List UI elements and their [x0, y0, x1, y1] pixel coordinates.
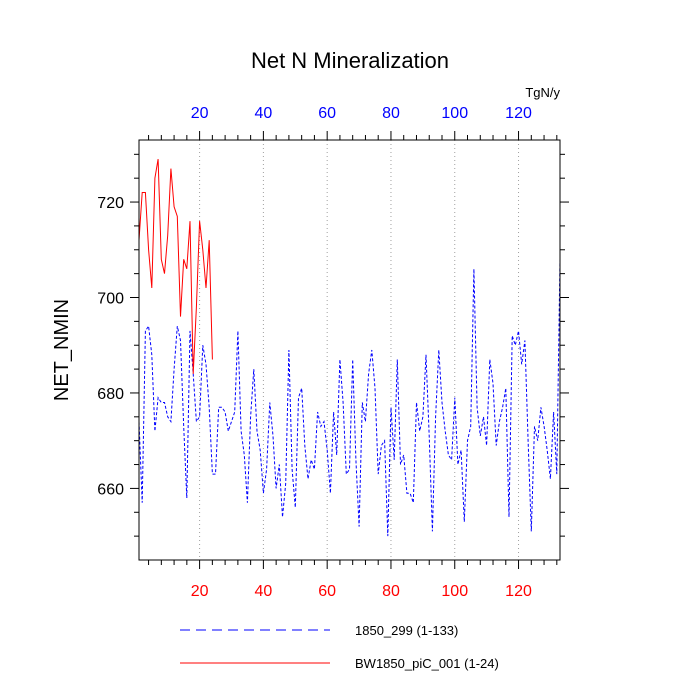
ticks: 20 20 40 40 60 60 80 80 100 100 120 120 660 680 700 720	[97, 105, 569, 600]
legend-label-1: 1850_299 (1-133)	[355, 623, 458, 638]
x-tick-label-top: 80	[382, 105, 400, 122]
x-tick-label-top: 40	[254, 105, 272, 122]
y-tick-label: 660	[97, 481, 124, 498]
series-line-1	[138, 259, 561, 537]
series-layer	[138, 159, 561, 537]
x-tick-label-bottom: 100	[441, 583, 468, 600]
y-tick-label: 700	[97, 291, 124, 308]
y-tick-label: 720	[97, 195, 124, 212]
x-tick-label-bottom: 60	[318, 583, 336, 600]
plot-frame	[138, 139, 561, 561]
y-tick-label: 680	[97, 386, 124, 403]
x-tick-label-bottom: 20	[191, 583, 209, 600]
y-axis-label: NET_NMIN	[51, 299, 73, 401]
legend-label-2: BW1850_piC_001 (1-24)	[355, 656, 499, 671]
x-tick-label-top: 20	[191, 105, 209, 122]
x-tick-label-top: 120	[505, 105, 532, 122]
x-tick-label-bottom: 40	[254, 583, 272, 600]
units-label: TgN/y	[525, 85, 560, 100]
series-line-2	[138, 159, 213, 374]
x-tick-label-top: 100	[441, 105, 468, 122]
x-tick-label-top: 60	[318, 105, 336, 122]
x-tick-label-bottom: 80	[382, 583, 400, 600]
x-tick-label-bottom: 120	[505, 583, 532, 600]
legend: 1850_299 (1-133) BW1850_piC_001 (1-24)	[180, 623, 499, 671]
chart-title: Net N Mineralization	[251, 48, 449, 73]
